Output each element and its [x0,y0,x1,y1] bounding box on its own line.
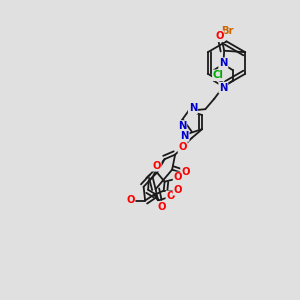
Text: N: N [189,103,197,113]
Text: N: N [180,131,189,141]
Text: O: O [174,172,182,182]
Text: O: O [174,185,182,195]
Text: O: O [126,195,135,205]
Text: O: O [178,142,187,152]
Text: O: O [215,31,224,41]
Text: Cl: Cl [213,70,224,80]
Text: O: O [167,191,175,201]
Text: O: O [158,202,166,212]
Text: Br: Br [221,26,234,37]
Text: N: N [219,82,227,93]
Text: N: N [178,121,186,131]
Text: O: O [152,161,161,171]
Text: O: O [181,167,190,177]
Text: N: N [219,58,227,68]
